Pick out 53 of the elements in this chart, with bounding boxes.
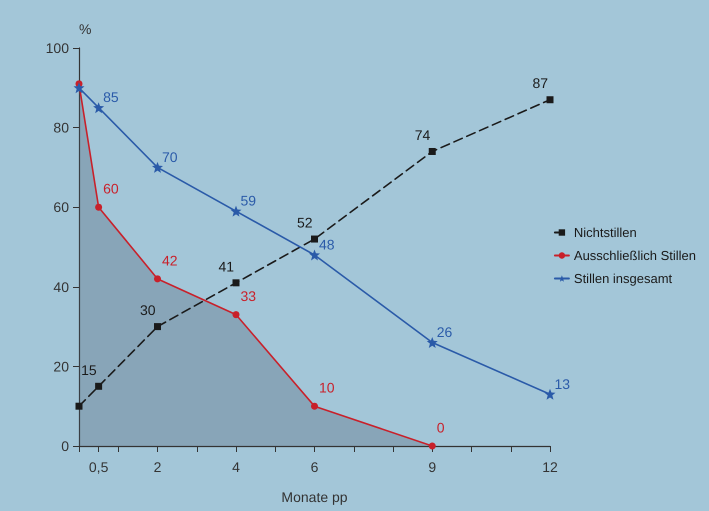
point xyxy=(152,162,163,173)
point xyxy=(95,382,102,390)
point xyxy=(311,236,318,243)
data-label: 48 xyxy=(319,236,335,252)
y-tick-label: 40 xyxy=(53,278,70,295)
legend-label: Nichtstillen xyxy=(574,225,637,240)
point xyxy=(232,311,240,318)
x-tick-label: 12 xyxy=(542,459,558,475)
point xyxy=(74,82,84,94)
point xyxy=(428,148,436,155)
point xyxy=(93,102,104,114)
x-tick-label: 9 xyxy=(428,459,436,475)
x-tick-label: 6 xyxy=(310,459,319,475)
point xyxy=(428,442,436,450)
point xyxy=(76,402,82,410)
data-label: 85 xyxy=(103,89,119,106)
data-label: 13 xyxy=(554,376,570,392)
data-label: 70 xyxy=(162,148,178,165)
x-tick-label: 4 xyxy=(232,459,240,475)
x-tick-label: 2 xyxy=(154,459,162,475)
data-label: 87 xyxy=(532,75,548,92)
data-label: 33 xyxy=(240,288,256,304)
data-label: 60 xyxy=(103,180,119,197)
data-label: 41 xyxy=(218,258,234,274)
point xyxy=(154,323,161,330)
point xyxy=(230,206,242,217)
data-label: 10 xyxy=(319,380,335,396)
data-label: 74 xyxy=(414,126,431,143)
y-tick-label: 80 xyxy=(53,120,70,136)
y-tick-label: 20 xyxy=(53,358,70,374)
data-label: 42 xyxy=(162,252,178,268)
data-label: 0 xyxy=(436,420,445,436)
point xyxy=(311,402,318,410)
data-label: 15 xyxy=(81,362,97,378)
point xyxy=(154,275,161,282)
point xyxy=(232,279,240,286)
point xyxy=(95,204,102,211)
y-tick-label: 0 xyxy=(61,438,70,454)
y-tick-label: 60 xyxy=(53,199,70,216)
point xyxy=(546,96,554,104)
data-label: 30 xyxy=(140,302,156,318)
point xyxy=(309,249,320,260)
data-label: 59 xyxy=(240,192,256,209)
legend-label: Stillen insgesamt xyxy=(574,271,673,286)
data-label: 52 xyxy=(297,214,313,231)
data-label: 26 xyxy=(436,324,453,340)
point xyxy=(544,388,556,400)
x-axis-title: Monate pp xyxy=(281,489,348,505)
point xyxy=(426,337,438,348)
y-tick-label: 100 xyxy=(46,40,70,56)
legend-label: Ausschließlich Stillen xyxy=(574,248,696,263)
y-axis-title: % xyxy=(79,21,92,37)
x-tick-label: 0,5 xyxy=(88,459,109,475)
